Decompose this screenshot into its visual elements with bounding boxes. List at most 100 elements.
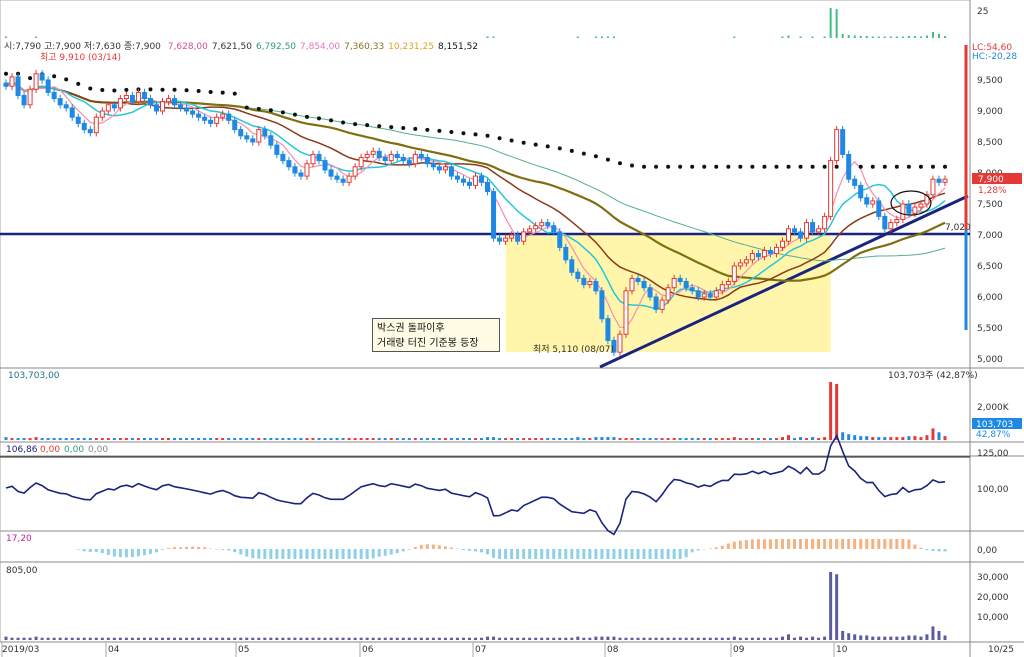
dotted-ma-point xyxy=(112,88,117,93)
volume-bar xyxy=(317,438,321,440)
osc-tick-100: 100,00 xyxy=(977,485,1009,495)
top-strip-bar xyxy=(859,36,862,38)
volume-bar xyxy=(269,438,273,440)
lower-volume-bar xyxy=(383,637,387,640)
dotted-ma-point xyxy=(521,140,526,145)
volume-bar xyxy=(52,438,56,440)
macd-bar xyxy=(558,549,562,559)
macd-bar xyxy=(877,539,881,549)
candle-body xyxy=(828,160,834,217)
lower-volume-bar xyxy=(88,637,92,640)
lower-volume-bar xyxy=(142,637,146,640)
dotted-ma-point xyxy=(304,114,309,119)
volume-bar xyxy=(455,438,459,440)
macd-bar xyxy=(672,549,676,559)
volume-right-label: 103,703주 (42,87%) xyxy=(888,370,978,381)
volume-bar xyxy=(227,438,231,440)
lower-volume-bar xyxy=(293,637,297,640)
macd-bar xyxy=(281,549,285,559)
volume-bar xyxy=(10,438,14,440)
top-strip-bar xyxy=(594,36,597,38)
lower-volume-bar xyxy=(588,637,592,640)
volume-bar xyxy=(714,438,718,440)
candle-body xyxy=(190,110,196,115)
lc-label: LC:54,60 xyxy=(972,43,1012,53)
candle-body xyxy=(141,91,147,100)
lower-volume-bar xyxy=(10,637,14,640)
macd-bar xyxy=(106,549,110,555)
lower-volume-bar xyxy=(130,637,134,640)
candle-body xyxy=(629,277,635,292)
volume-bar xyxy=(431,438,435,440)
macd-bar xyxy=(227,549,231,551)
candle-body xyxy=(810,222,816,233)
lower-volume-bar xyxy=(528,637,532,640)
ohlc-text: 시:7,790 고:7,900 저:7,630 종:7,900 xyxy=(4,42,161,52)
lower-volume-bar xyxy=(22,637,26,640)
lower-volume-tick: 10,000 xyxy=(977,613,1009,623)
candle-body xyxy=(39,73,45,81)
candle-body xyxy=(196,113,202,118)
lower-volume-bar xyxy=(648,637,652,640)
volume-bar xyxy=(383,438,387,440)
dotted-ma-point xyxy=(798,164,803,169)
ma-value-5: 10,231,25 xyxy=(388,42,434,52)
macd-bar xyxy=(449,547,453,549)
volume-bar xyxy=(919,437,923,440)
dotted-ma-point xyxy=(232,91,237,96)
candle-body xyxy=(773,246,779,255)
highlight-ellipse xyxy=(890,190,932,216)
lower-volume-bar xyxy=(486,636,490,640)
candle-body xyxy=(208,119,214,124)
dotted-ma-point xyxy=(678,164,683,169)
dotted-ma-point xyxy=(4,71,8,76)
dotted-ma-point xyxy=(244,105,249,110)
macd-bar xyxy=(805,539,809,549)
volume-bar xyxy=(624,438,628,440)
candle-body xyxy=(147,98,153,106)
candle-body xyxy=(286,160,292,168)
dotted-ma-point xyxy=(100,88,105,93)
lower-volume-bar xyxy=(756,637,760,640)
macd-bar xyxy=(437,545,441,549)
lower-volume-bar xyxy=(943,635,947,640)
volume-bar xyxy=(805,438,809,440)
macd-bar xyxy=(690,549,694,553)
dotted-ma-point xyxy=(124,87,129,92)
macd-bar xyxy=(305,549,309,559)
candle-body xyxy=(111,104,117,109)
candle-body xyxy=(924,194,930,205)
lower-volume-bar xyxy=(148,637,152,640)
volume-bar xyxy=(76,438,80,440)
dotted-ma-point xyxy=(918,164,923,169)
candle-body xyxy=(466,181,472,186)
candle-body xyxy=(581,277,587,286)
volume-bar xyxy=(889,437,893,440)
volume-bar xyxy=(654,438,658,440)
lower-volume-bar xyxy=(455,637,459,640)
candle-body xyxy=(503,237,509,242)
macd-bar xyxy=(642,549,646,559)
macd-bar xyxy=(251,549,255,559)
lower-volume-bar xyxy=(233,637,237,640)
candle-body xyxy=(731,265,737,282)
candle-body xyxy=(653,296,659,310)
macd-bar xyxy=(425,544,429,549)
volume-bar xyxy=(642,438,646,440)
macd-bar xyxy=(329,549,333,559)
current-price: 7,900 xyxy=(978,175,1004,185)
dotted-ma-point xyxy=(533,142,538,147)
lower-volume-bar xyxy=(925,634,929,640)
macd-bar xyxy=(335,549,339,559)
volume-badge-pct: 42,87% xyxy=(976,430,1011,440)
volume-bar xyxy=(167,438,171,440)
candle-body xyxy=(551,225,557,233)
volume-bar xyxy=(359,438,363,440)
macd-bar xyxy=(383,549,387,556)
macd-bar xyxy=(606,549,610,559)
volume-bar xyxy=(221,438,225,440)
candle-body xyxy=(870,200,876,205)
dotted-ma-point xyxy=(786,164,791,169)
lower-volume-bar xyxy=(299,637,303,640)
candle-body xyxy=(713,290,719,298)
